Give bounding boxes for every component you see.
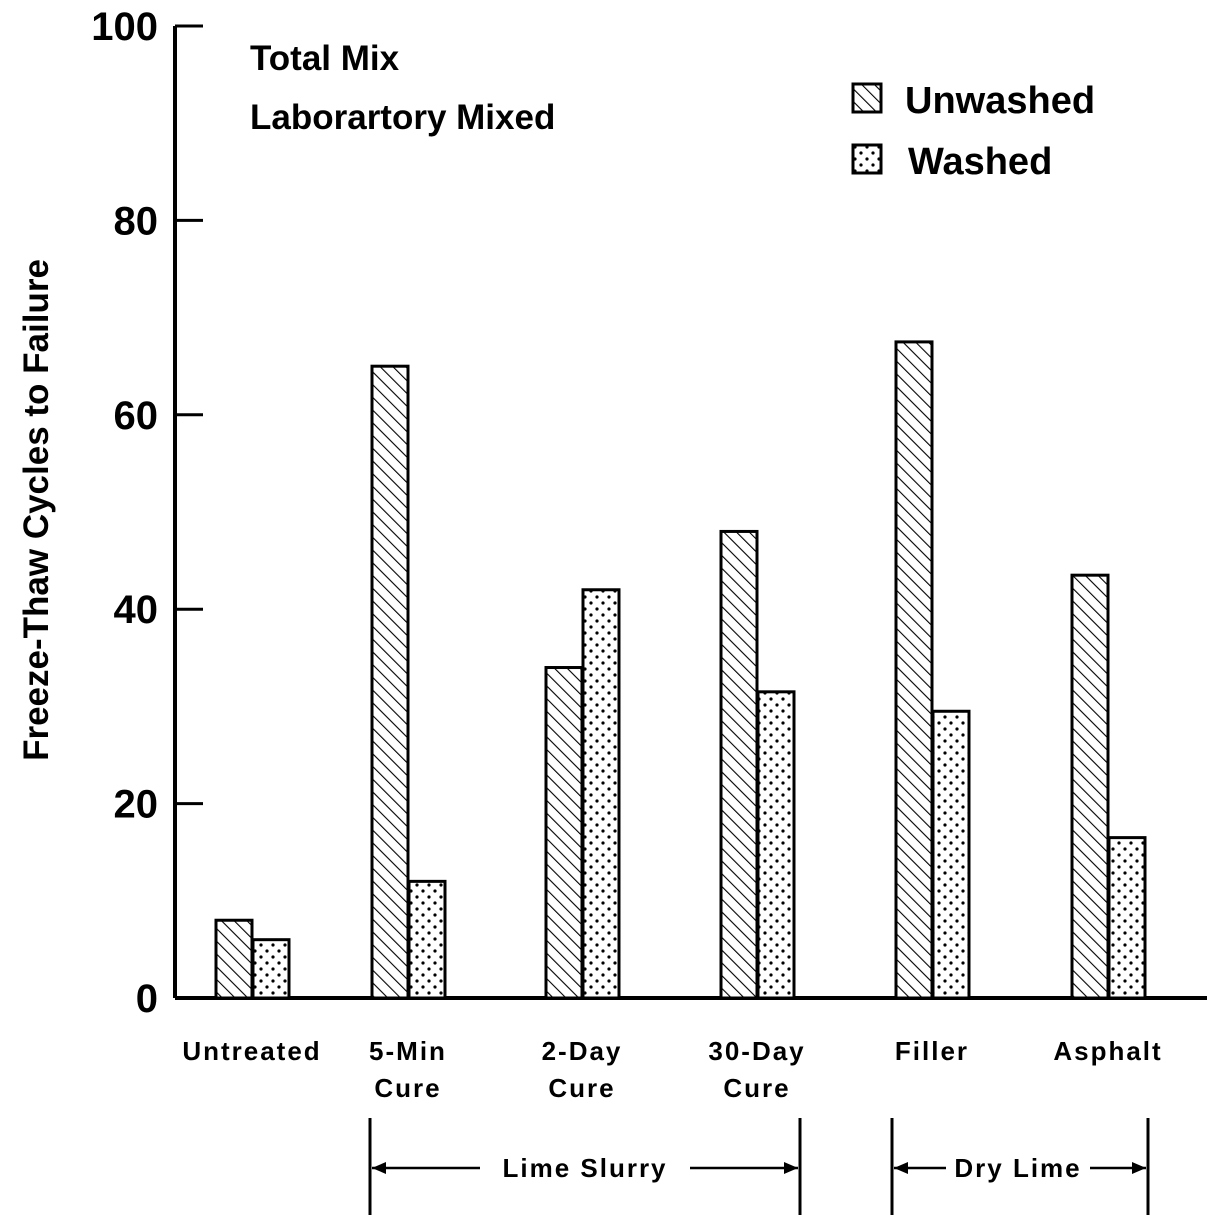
bar-unwashed-5 [1070, 573, 1110, 1000]
y-axis-label: Freeze-Thaw Cycles to Failure [17, 259, 56, 761]
x-category-label: Filler [895, 1036, 969, 1066]
bar-unwashed-3 [719, 529, 759, 1000]
group-label: Lime Slurry [502, 1153, 667, 1183]
arrowhead-left [894, 1162, 908, 1174]
bar-washed-5 [1107, 836, 1147, 1000]
bar-washed-0 [251, 938, 291, 1000]
legend-swatch-unwashed [851, 82, 883, 114]
bar-unwashed-0 [214, 918, 254, 1000]
y-tick-label: 20 [114, 783, 159, 827]
bar-unwashed-2 [544, 666, 584, 1000]
y-tick-label: 60 [114, 394, 159, 438]
legend-label-washed: Washed [908, 141, 1052, 183]
x-category-label: 30-Day [708, 1036, 805, 1066]
bar-unwashed-4 [894, 340, 934, 1000]
x-category-label: Cure [723, 1073, 790, 1103]
x-category-label: Asphalt [1053, 1036, 1162, 1066]
group-label: Dry Lime [954, 1153, 1081, 1183]
legend: Unwashed Washed [851, 80, 1095, 183]
y-ticks: 0 20 40 60 80 100 [91, 5, 203, 1021]
y-tick-label: 100 [91, 5, 158, 49]
x-category-label: Cure [374, 1073, 441, 1103]
y-tick-label: 80 [114, 199, 159, 243]
chart-title: Total Mix [250, 39, 400, 78]
bar-washed-1 [407, 879, 447, 1000]
x-category-labels: Untreated 5-Min Cure 2-Day Cure 30-Day Cure Fil… [182, 1036, 1162, 1103]
y-tick-label: 40 [114, 588, 159, 632]
x-category-label: 2-Day [542, 1036, 623, 1066]
arrowhead-left [372, 1162, 386, 1174]
arrowhead-right [1132, 1162, 1146, 1174]
x-category-label: Untreated [182, 1036, 321, 1066]
legend-swatch-washed [851, 143, 883, 175]
x-category-label: Cure [548, 1073, 615, 1103]
category-groups: Lime Slurry Dry Lime [368, 1118, 1150, 1215]
bar-washed-2 [581, 588, 621, 1000]
bar-washed-4 [931, 709, 971, 1000]
arrowhead-right [784, 1162, 798, 1174]
chart-subtitle: Laborartory Mixed [250, 98, 555, 137]
y-tick-label: 0 [136, 977, 158, 1021]
bars [214, 340, 1147, 1000]
bar-washed-3 [756, 690, 796, 1000]
bar-unwashed-1 [370, 364, 410, 1000]
legend-label-unwashed: Unwashed [905, 80, 1095, 122]
x-category-label: 5-Min [369, 1036, 447, 1066]
